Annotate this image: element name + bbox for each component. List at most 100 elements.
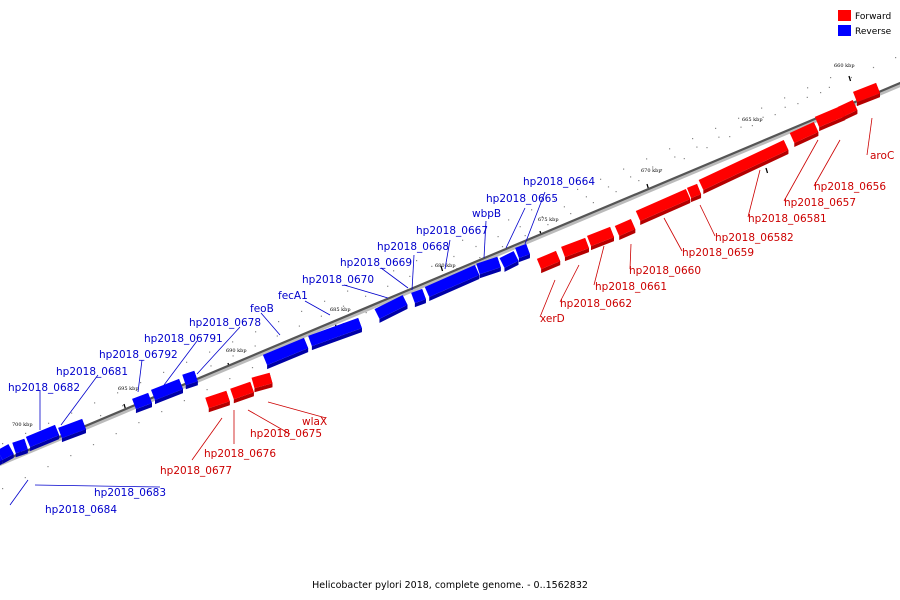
tick-mark — [848, 75, 852, 82]
gene-block-face — [515, 243, 530, 259]
scale-dot — [669, 148, 671, 150]
gene-block-face — [536, 250, 561, 270]
scale-dot — [122, 405, 124, 407]
leader-line — [267, 401, 327, 419]
gene-block-hp2018-0659 — [686, 183, 702, 203]
legend-reverse-label: Reverse — [855, 27, 892, 37]
gene-block-face — [262, 337, 309, 366]
scale-dot — [761, 107, 763, 109]
scale-dot — [254, 345, 256, 347]
legend-forward-label: Forward — [855, 12, 891, 22]
genome-backbone — [0, 81, 900, 467]
scale-dot — [71, 412, 73, 414]
leader-line — [505, 207, 526, 249]
scale-dot — [501, 246, 504, 248]
scale-dot — [850, 76, 852, 79]
label-leader-lines — [9, 117, 873, 506]
genome-caption: Helicobacter pylori 2018, complete genom… — [312, 580, 588, 591]
gene-block-face — [789, 122, 819, 143]
legend-reverse-swatch — [838, 25, 851, 36]
gene-label-aroc: aroC — [870, 150, 894, 162]
gene-block-depth — [640, 199, 691, 226]
gene-block-depth — [155, 389, 184, 405]
gene-label-wlax: wlaX — [302, 416, 327, 428]
leader-line — [866, 117, 873, 156]
gene-block-hp2018-0676 — [230, 381, 254, 404]
scale-dot — [453, 255, 455, 258]
gene-block-hp2018-0657 — [814, 105, 846, 132]
leader-line — [343, 284, 389, 299]
scale-dot — [347, 290, 349, 292]
leader-line — [524, 191, 546, 245]
gene-block-depth — [857, 93, 881, 107]
gene-block-face — [150, 378, 184, 401]
gene-label-hp2018-06792: hp2018_06792 — [99, 349, 178, 361]
gene-block-face — [132, 392, 152, 410]
scale-dot — [186, 361, 188, 363]
gene-block-face — [205, 390, 230, 409]
gene-label-hp2018-0668: hp2018_0668 — [377, 241, 449, 253]
gene-block-face — [852, 82, 881, 103]
gene-block-hp2018-0665 — [499, 251, 519, 272]
scale-dot — [497, 236, 499, 238]
gene-block-face — [230, 381, 254, 400]
gene-block-wbpb — [476, 256, 501, 279]
gene-label-wbpb: wbpB — [472, 208, 501, 220]
tick-label: 670 kbp — [641, 168, 662, 174]
leader-line — [629, 243, 632, 270]
scale-dot — [541, 216, 543, 218]
gene-block-face — [0, 444, 14, 460]
scale-dot — [830, 77, 832, 79]
gene-label-hp2018-0677: hp2018_0677 — [160, 465, 232, 477]
leader-line — [304, 300, 331, 316]
leader-line — [196, 326, 241, 375]
legend: Forward Reverse — [838, 10, 892, 37]
scale-dot — [2, 488, 4, 490]
scale-dot — [25, 432, 27, 434]
scale-dot — [342, 305, 345, 307]
leader-line — [539, 279, 556, 318]
scale-dot — [646, 158, 648, 160]
scale-dot — [718, 136, 720, 138]
scale-dot — [255, 331, 257, 333]
scale-dot — [531, 209, 533, 211]
gene-block-depth — [619, 229, 636, 241]
gene-block-face — [424, 264, 480, 298]
gene-block-depth — [429, 275, 480, 302]
gene-block-face — [476, 256, 501, 275]
gene-label-hp2018-0662: hp2018_0662 — [560, 298, 632, 310]
gene-block-hp2018-0662 — [586, 226, 615, 251]
gene-block-depth — [504, 260, 519, 272]
leader-line — [247, 409, 291, 435]
gene-label-hp2018-0656: hp2018_0656 — [814, 181, 886, 193]
gene-label-feca1: fecA1 — [278, 290, 308, 302]
scale-dot — [140, 382, 142, 384]
scale-dot — [592, 202, 594, 204]
gene-block-face — [374, 295, 408, 319]
scale-dot — [115, 433, 117, 435]
scale-dot — [48, 422, 50, 424]
tick-label: 660 kbp — [834, 63, 855, 69]
legend-forward-swatch — [838, 10, 851, 21]
scale-dot — [828, 86, 830, 88]
gene-label-hp2018-0665: hp2018_0665 — [486, 193, 558, 205]
gene-labels: aroChp2018_0656hp2018_0657hp2018_06581hp… — [8, 150, 894, 516]
gene-block-hp2018-0667 — [424, 264, 480, 302]
gene-block-hp2018-0678 — [150, 378, 184, 405]
gene-label-hp2018-0667: hp2018_0667 — [416, 225, 488, 237]
leader-line — [191, 417, 223, 461]
gene-block-face — [308, 317, 362, 347]
gene-label-hp2018-0675: hp2018_0675 — [250, 428, 322, 440]
scale-dot — [607, 186, 610, 188]
scale-dot — [100, 415, 102, 417]
gene-label-hp2018-0676: hp2018_0676 — [204, 448, 276, 460]
gene-blocks — [0, 82, 881, 466]
scale-dot — [706, 147, 708, 149]
gene-block-face — [561, 237, 589, 258]
scale-dot — [740, 126, 742, 128]
gene-block-face — [586, 226, 615, 247]
gene-label-hp2018-0682: hp2018_0682 — [8, 382, 80, 394]
scale-dot — [729, 136, 731, 138]
gene-block-hp2018-0660 — [635, 188, 691, 226]
tick-mark — [765, 167, 769, 174]
